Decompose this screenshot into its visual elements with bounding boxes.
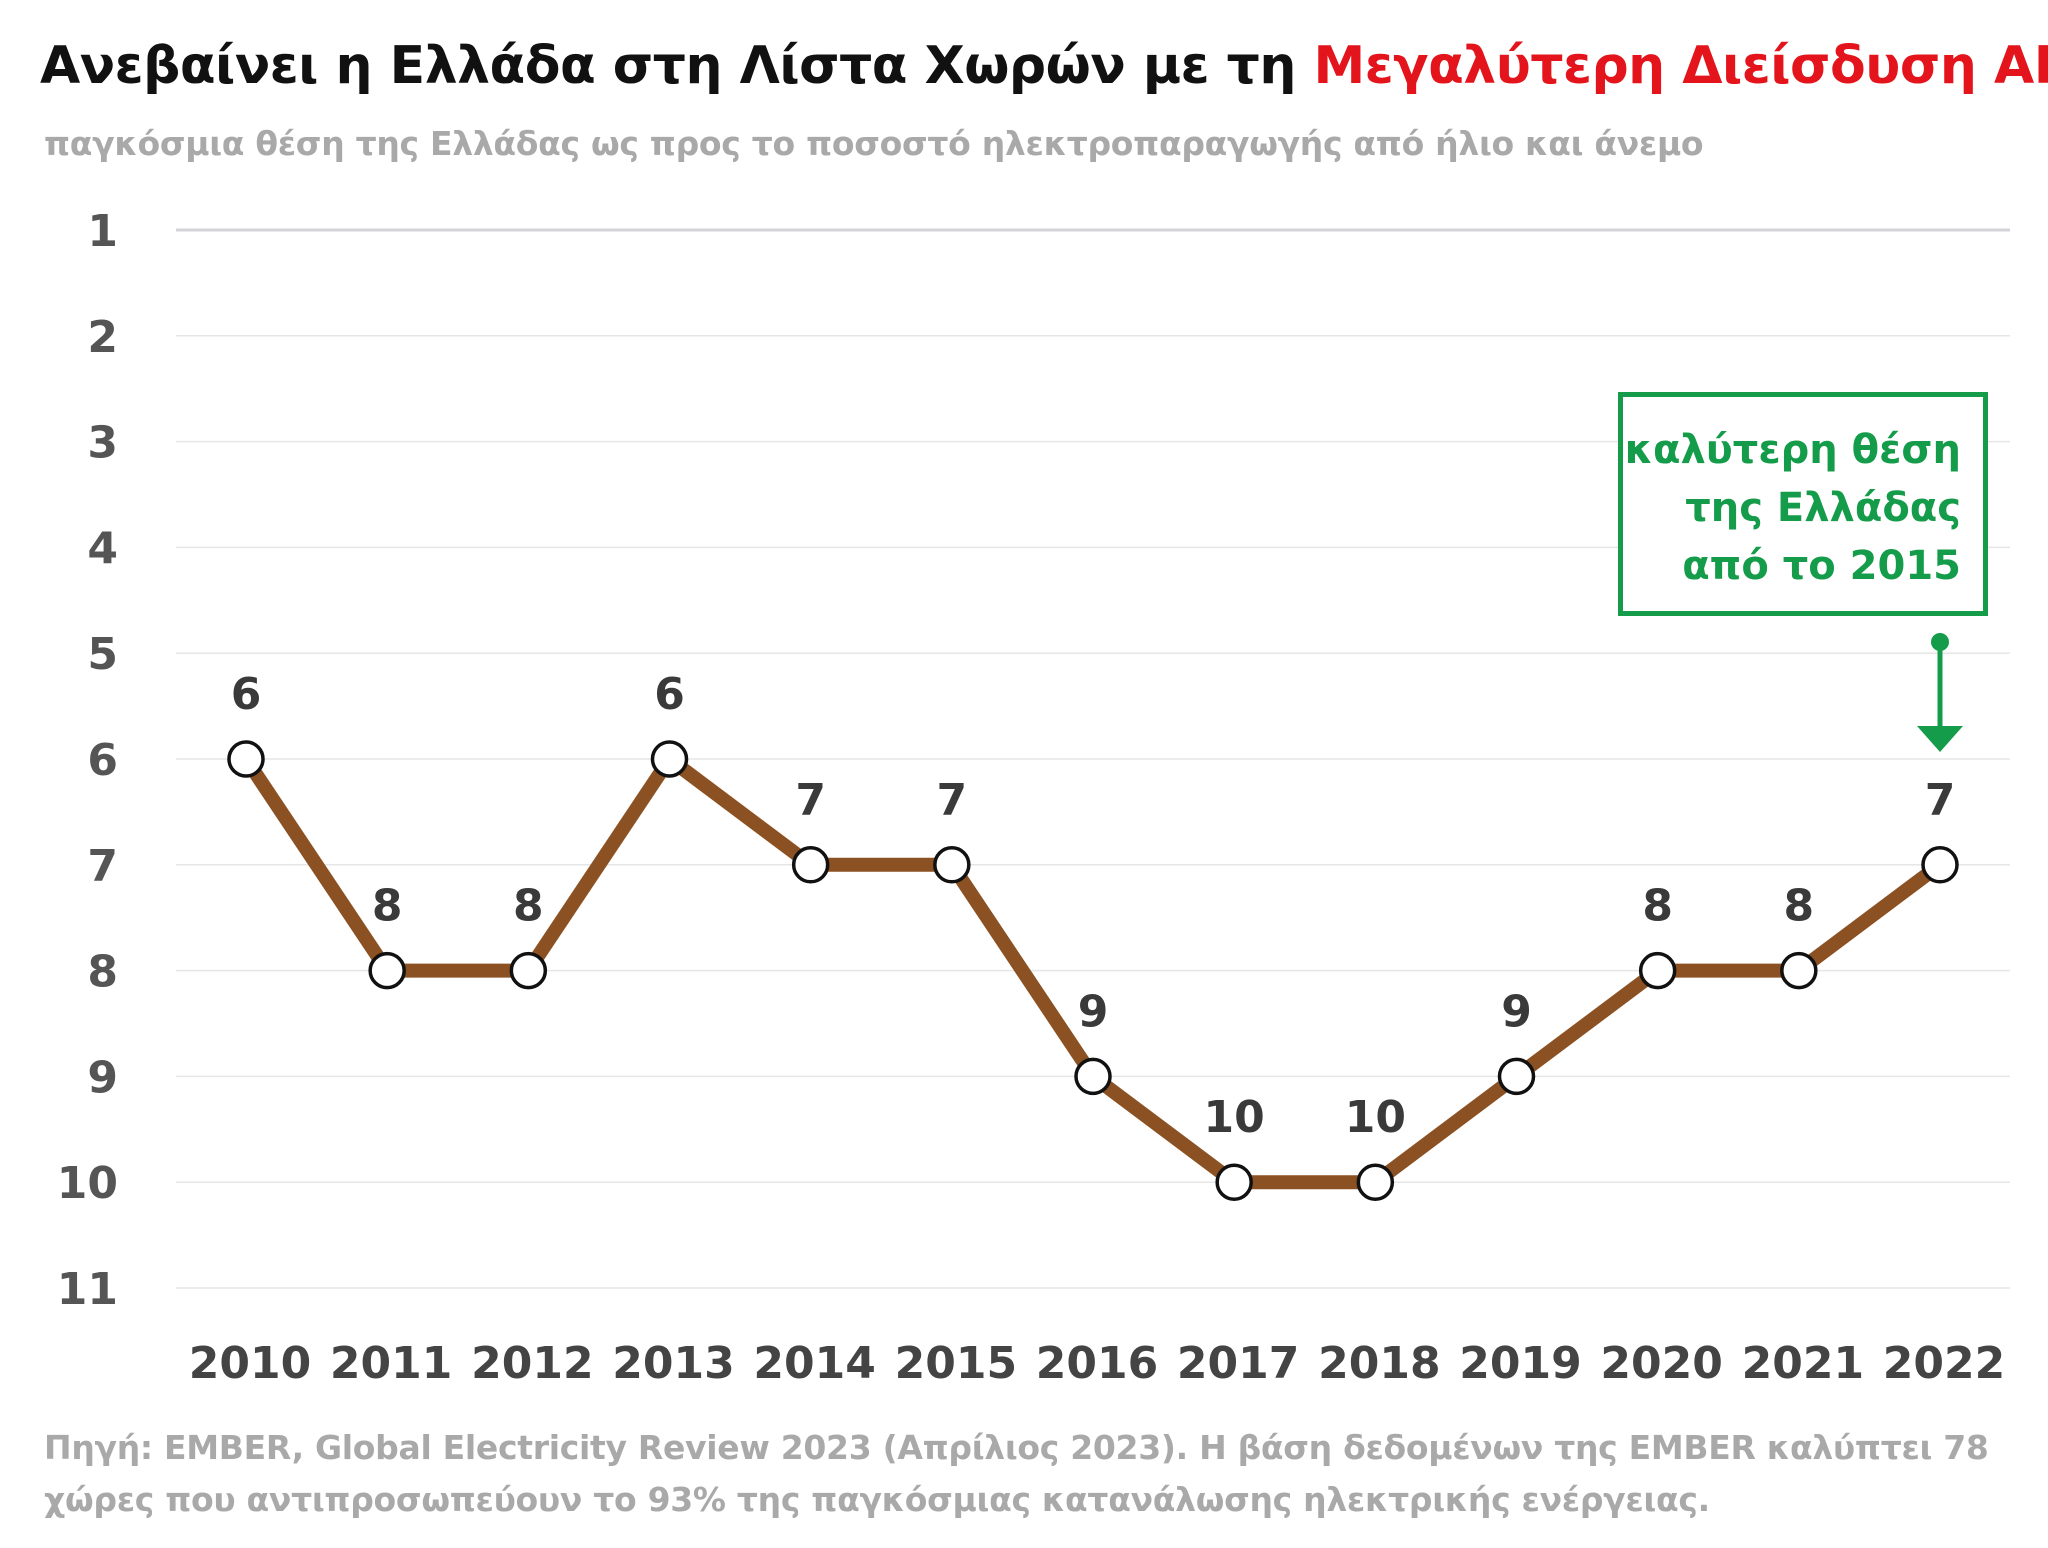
data-point	[509, 951, 548, 990]
y-tick-label: 1	[87, 206, 118, 257]
data-label: 9	[1501, 986, 1532, 1037]
y-axis: 1 2 3 4 5 6 7 8 9 10 11	[57, 206, 118, 1315]
data-points	[227, 740, 1959, 1201]
title-main: Ανεβαίνει η Ελλάδα στη Λίστα Χωρών με τη	[40, 36, 1314, 96]
x-tick-label: 2019	[1459, 1338, 1581, 1389]
y-tick-label: 9	[87, 1052, 118, 1103]
data-point	[933, 846, 971, 884]
y-tick-label: 11	[57, 1264, 118, 1315]
data-label: 8	[1642, 881, 1673, 932]
y-tick-label: 2	[87, 312, 118, 363]
x-tick-label: 2011	[330, 1338, 452, 1389]
data-label: 7	[795, 775, 826, 826]
data-label: 10	[1204, 1092, 1265, 1143]
x-tick-label: 2018	[1318, 1338, 1440, 1389]
y-tick-label: 3	[87, 418, 118, 469]
x-tick-label: 2016	[1036, 1338, 1158, 1389]
y-tick-label: 5	[87, 629, 118, 680]
data-point	[1215, 1163, 1253, 1201]
y-tick-label: 7	[87, 841, 118, 892]
y-tick-label: 8	[87, 947, 118, 998]
x-tick-label: 2013	[612, 1338, 734, 1389]
source-note: Πηγή: EMBER, Global Electricity Review 2…	[44, 1428, 1989, 1519]
x-tick-label: 2015	[895, 1338, 1017, 1389]
annotation-line-1: καλύτερη θέση	[1624, 427, 1961, 473]
data-point	[1074, 1057, 1112, 1096]
data-point	[791, 846, 830, 884]
data-point	[1780, 951, 1818, 990]
data-label: 9	[1078, 986, 1109, 1037]
x-tick-label: 2010	[189, 1338, 311, 1389]
data-point	[1497, 1057, 1536, 1096]
title-highlight: Μεγαλύτερη Διείσδυση ΑΠΕ	[1313, 36, 2048, 96]
x-tick-label: 2021	[1742, 1338, 1864, 1389]
annotation-box: καλύτερη θέση της Ελλάδας από το 2015	[1618, 392, 1988, 616]
x-tick-label: 2017	[1177, 1338, 1299, 1389]
data-label: 10	[1345, 1092, 1406, 1143]
x-axis: 2010 2011 2012 2013 2014 2015 2016 2017 2018 2019…	[189, 1338, 2005, 1389]
data-point	[650, 740, 689, 778]
gridlines	[176, 228, 2010, 1289]
x-tick-label: 2022	[1883, 1338, 2005, 1389]
annotation-line-2: της Ελλάδας	[1685, 485, 1961, 531]
data-label: 8	[372, 881, 403, 932]
data-label: 6	[231, 669, 262, 720]
data-point	[227, 740, 265, 778]
data-label: 7	[1925, 775, 1956, 826]
data-point	[1356, 1163, 1395, 1201]
data-label: 6	[654, 669, 685, 720]
y-tick-label: 10	[57, 1158, 118, 1209]
data-label: 7	[937, 775, 968, 826]
x-tick-label: 2012	[471, 1338, 593, 1389]
x-tick-label: 2014	[753, 1338, 875, 1389]
data-labels: 6 8 8 6 7 7 9 10 10 9 8 8 7	[231, 669, 1956, 1143]
data-point	[1638, 951, 1677, 990]
x-tick-label: 2020	[1600, 1338, 1722, 1389]
y-tick-label: 4	[87, 523, 118, 574]
callout-arrow	[1917, 633, 1963, 752]
arrow-head-icon	[1917, 726, 1963, 752]
data-point	[1921, 846, 1959, 884]
data-label: 8	[1784, 881, 1815, 932]
y-tick-label: 6	[87, 735, 118, 786]
chart-title: Ανεβαίνει η Ελλάδα στη Λίστα Χωρών με τη…	[40, 36, 2048, 96]
annotation-line-3: από το 2015	[1682, 543, 1961, 589]
chart-subtitle: παγκόσμια θέση της Ελλάδας ως προς το πο…	[44, 124, 1704, 163]
data-point	[368, 951, 406, 990]
data-label: 8	[513, 881, 544, 932]
